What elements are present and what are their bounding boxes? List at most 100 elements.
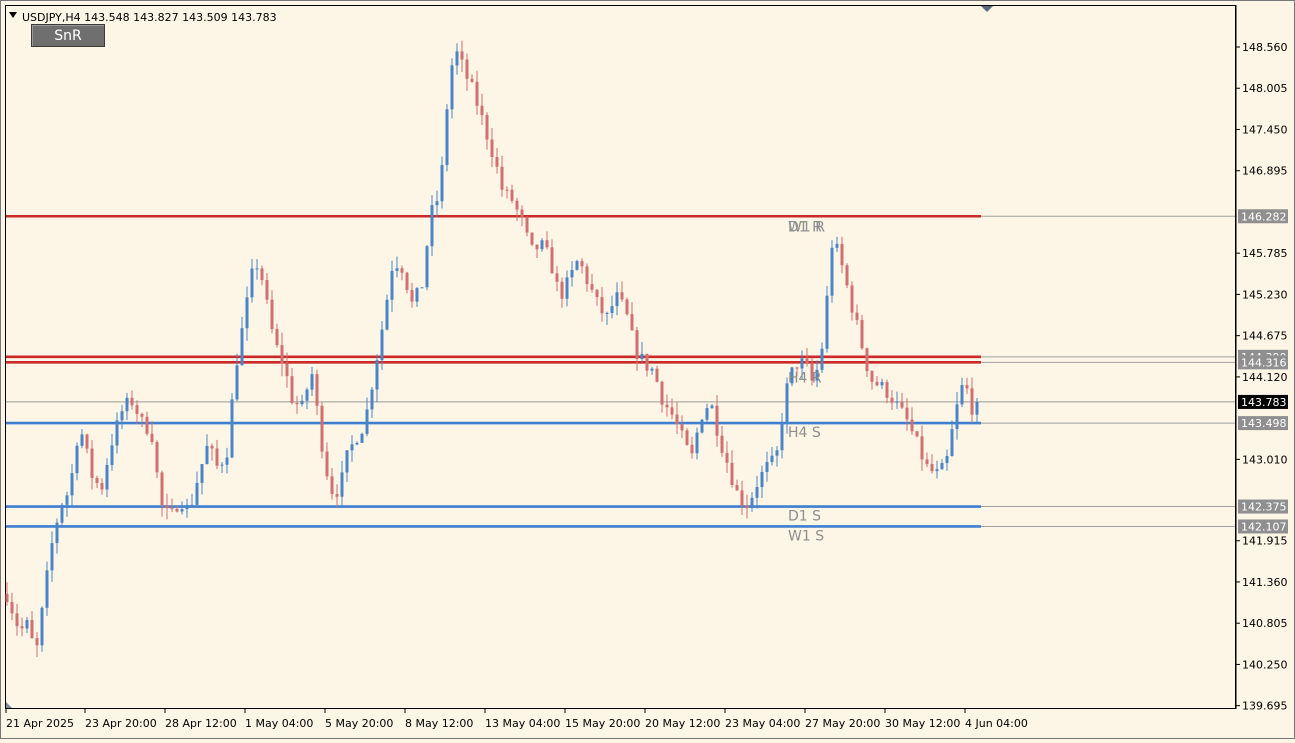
- candle: [10, 592, 14, 621]
- candle: [135, 400, 139, 424]
- candle: [375, 354, 379, 403]
- candle: [500, 155, 504, 197]
- x-tick-label: 13 May 04:00: [485, 717, 560, 730]
- candle: [970, 377, 974, 423]
- candle: [450, 58, 454, 119]
- candle: [120, 404, 124, 430]
- candle-body: [710, 405, 714, 409]
- x-tick-label: 23 May 04:00: [725, 717, 800, 730]
- candle-body: [960, 385, 964, 405]
- candle: [220, 462, 224, 473]
- candle-body: [190, 504, 194, 506]
- symbol-dropdown-icon[interactable]: [9, 12, 17, 18]
- price-tag-h4-r-lower-text: 144.316: [1241, 356, 1287, 369]
- candle-body: [695, 432, 699, 454]
- candle-body: [150, 433, 154, 443]
- candle-body: [660, 381, 664, 405]
- candle-body: [550, 247, 554, 274]
- candle: [440, 156, 444, 209]
- candle-body: [555, 273, 559, 282]
- candle: [845, 263, 849, 289]
- candle-body: [380, 329, 384, 361]
- candle-body: [615, 292, 619, 307]
- candle-body: [805, 358, 809, 364]
- candle: [345, 449, 349, 483]
- candle-body: [145, 416, 149, 434]
- candle-body: [570, 269, 574, 278]
- candle: [715, 395, 719, 447]
- candle-body: [205, 445, 209, 465]
- candle-body: [285, 363, 289, 377]
- candle-body: [820, 348, 824, 370]
- price-tag-d1-s-bg: [1238, 499, 1288, 514]
- candle-body: [945, 456, 949, 464]
- candle-body: [965, 385, 969, 389]
- candle-body: [385, 299, 389, 330]
- candle-body: [900, 401, 904, 408]
- candle-body: [585, 266, 589, 285]
- candle-body: [175, 508, 179, 512]
- candle-body: [770, 455, 774, 463]
- candle-body: [265, 280, 269, 300]
- candle: [735, 479, 739, 491]
- candle: [95, 475, 99, 489]
- candle-body: [80, 434, 84, 446]
- candle: [760, 465, 764, 498]
- candle: [685, 428, 689, 446]
- candle-body: [520, 209, 524, 218]
- x-tick-label: 4 Jun 04:00: [965, 717, 1028, 730]
- candle-body: [880, 382, 884, 386]
- candle-body: [420, 287, 424, 289]
- candle-body: [315, 374, 319, 406]
- candle: [530, 232, 534, 247]
- x-tick-label: 28 Apr 12:00: [165, 717, 237, 730]
- candle-body: [950, 429, 954, 457]
- candle: [765, 451, 769, 482]
- candle: [280, 332, 284, 377]
- candle: [910, 407, 914, 435]
- candle-body: [920, 436, 924, 460]
- price-tag-w1-s-bg: [1238, 519, 1288, 534]
- candle: [90, 440, 94, 490]
- candle-body: [280, 345, 284, 364]
- candle-body: [370, 389, 374, 410]
- candle: [225, 447, 229, 474]
- candle-body: [400, 268, 404, 273]
- candle-body: [865, 348, 869, 372]
- candle: [475, 70, 479, 115]
- candle: [315, 369, 319, 416]
- candle-body: [5, 593, 9, 603]
- candle-body: [425, 246, 429, 288]
- candle: [860, 314, 864, 350]
- candle-body: [610, 306, 614, 313]
- candle-body: [45, 570, 49, 608]
- candle-body: [725, 452, 729, 463]
- candle: [720, 426, 724, 457]
- level-label-h4-s: H4 S: [788, 425, 821, 441]
- candle: [555, 265, 559, 292]
- candle: [170, 498, 174, 513]
- candle: [380, 321, 384, 370]
- candle-body: [290, 376, 294, 403]
- candle: [525, 216, 529, 237]
- candle: [625, 297, 629, 316]
- shift-marker-icon[interactable]: [981, 6, 993, 12]
- candle: [20, 617, 24, 637]
- y-tick-label: 141.915: [1242, 535, 1288, 548]
- candle-body: [155, 442, 159, 473]
- candle: [275, 323, 279, 348]
- candle-body: [480, 105, 484, 116]
- candle-body: [675, 414, 679, 425]
- candle: [945, 449, 949, 471]
- candle: [400, 265, 404, 281]
- candle: [930, 454, 934, 474]
- candle-body: [515, 200, 519, 210]
- candle: [835, 236, 839, 252]
- candle: [830, 240, 834, 303]
- candle-body: [580, 261, 584, 267]
- candle: [785, 377, 789, 434]
- candle: [805, 348, 809, 367]
- snr-button[interactable]: SnR: [31, 24, 105, 47]
- candle-body: [745, 505, 749, 509]
